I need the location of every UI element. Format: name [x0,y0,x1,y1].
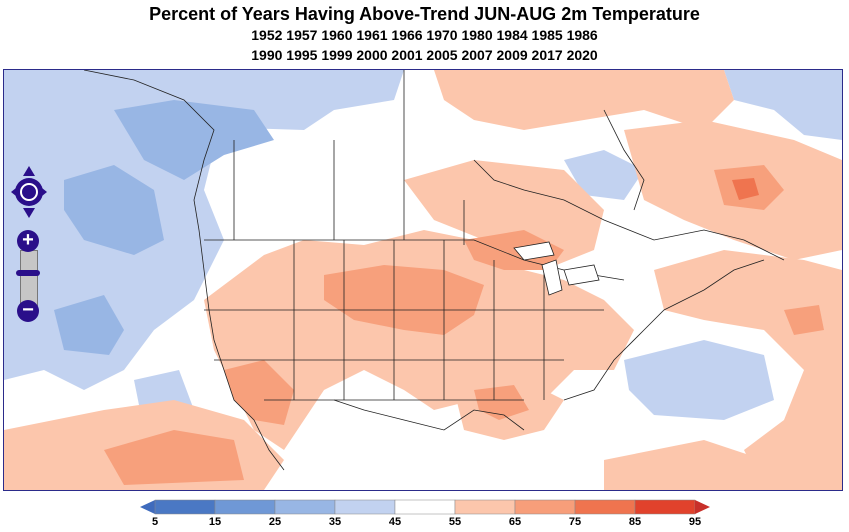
warmer-region-mexico [104,430,244,485]
years-line-2: 1990 1995 1999 2000 2001 2005 2007 2009 … [251,47,598,63]
colorbar-bin-5 [454,499,516,515]
colorbar-bin-3 [334,499,396,515]
colorbar-scale [140,499,710,515]
zoom-control[interactable]: + − [16,230,40,322]
colorbar-tick-label: 75 [568,516,582,528]
colorbar-tick-label: 45 [388,516,402,528]
colorbar-right-arrow [695,500,710,514]
colorbar-tick-label: 55 [448,516,462,528]
zoom-slider-handle[interactable] [16,270,40,276]
colorbar-bin-4 [394,499,456,515]
colorbar-tick-label: 95 [688,516,702,528]
warm-region-central-canada [404,160,604,270]
cool-region-nw-canada [114,100,274,180]
cool-region-atlantic [624,340,774,420]
warm-region-caribbean [604,440,764,490]
colorbar-tick-label: 5 [151,516,159,528]
colorbar-tick-label: 35 [328,516,342,528]
colorbar-tick-label: 15 [208,516,222,528]
colorbar-bin-7 [574,499,636,515]
pan-up-icon[interactable] [23,166,35,176]
title-block: Percent of Years Having Above-Trend JUN-… [0,0,849,65]
colorbar-tick-label: 25 [268,516,282,528]
warm-region-arctic-north [434,70,734,130]
great-lakes [513,241,600,296]
zoom-in-button[interactable]: + [17,230,39,252]
cool-region-gulf-of-alaska [64,165,164,255]
colorbar-legend: 5 15 25 35 45 55 65 75 85 95 [140,499,710,532]
colorbar-bin-1 [214,499,276,515]
warmer-region-southwest [224,360,294,425]
colorbar-tick-label: 65 [508,516,522,528]
colorbar-bin-6 [514,499,576,515]
warmer-region-atlantic [784,305,824,335]
zoom-out-button[interactable]: − [17,300,39,322]
warmer-region-gulf-coast [474,385,529,420]
years-line-1: 1952 1957 1960 1961 1966 1970 1980 1984 … [251,27,598,43]
map-viewport[interactable]: + − [3,69,843,491]
colorbar-tick-label: 85 [628,516,642,528]
colorbar-bin-0 [154,499,216,515]
colorbar-left-arrow [140,500,155,514]
pan-control[interactable] [9,162,49,222]
cool-region-hudson [564,150,644,200]
zoom-track[interactable] [20,250,38,306]
warmer-region-great-lakes [464,230,564,270]
map-canvas[interactable] [4,70,842,490]
map-title: Percent of Years Having Above-Trend JUN-… [149,4,700,24]
colorbar-bin-2 [274,499,336,515]
cool-region-arctic-ne [724,70,842,140]
pan-down-icon[interactable] [23,208,35,218]
colorbar-bin-8 [634,499,696,515]
cool-region-pacific-south [54,295,124,355]
warmest-region-quebec-core [732,178,759,200]
